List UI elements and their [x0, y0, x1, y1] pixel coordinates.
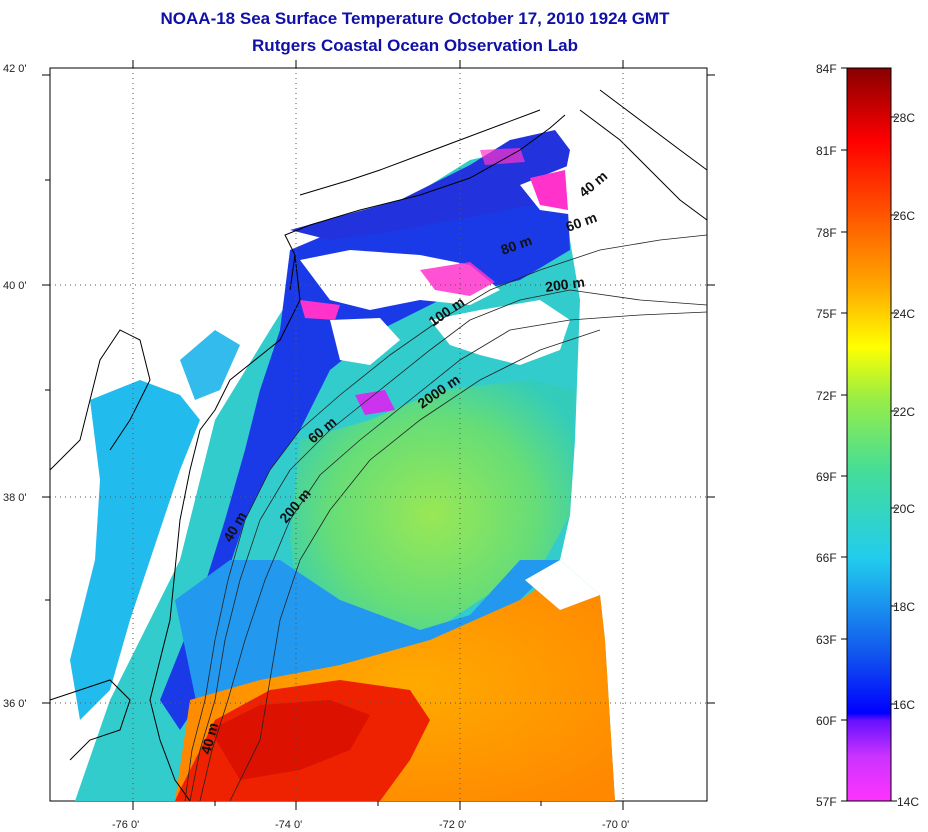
map-title-line1: NOAA-18 Sea Surface Temperature October … [160, 9, 670, 28]
lat-label: 38 0' [3, 492, 27, 504]
colorbar-c-label: 18C [893, 600, 915, 614]
axis-ticks [42, 60, 715, 810]
lon-label: -72 0' [439, 819, 466, 831]
lat-label: 42 0' [3, 63, 27, 75]
colorbar [846, 67, 892, 802]
lat-label: 40 0' [3, 280, 27, 292]
colorbar-c-label: 14C [897, 795, 919, 809]
bathymetry-contours [184, 234, 708, 802]
colorbar-f-label: 72F [816, 389, 837, 403]
colorbar-c-label: 28C [893, 111, 915, 125]
lat-label: 36 0' [3, 698, 27, 710]
colorbar-c-label: 20C [893, 502, 915, 516]
contour-label: 40 m [197, 721, 221, 756]
colorbar-f-label: 69F [816, 470, 837, 484]
colorbar-f-label: 57F [816, 795, 837, 809]
colorbar-f-label: 75F [816, 307, 837, 321]
colorbar-f-label: 81F [816, 144, 837, 158]
colorbar-f-label: 63F [816, 633, 837, 647]
coastline [49, 89, 708, 802]
colorbar-f-label: 66F [816, 551, 837, 565]
colorbar-f-label: 78F [816, 226, 837, 240]
lon-label: -74 0' [275, 819, 302, 831]
colorbar-ticks [841, 67, 897, 802]
colorbar-f-label: 60F [816, 714, 837, 728]
lon-label: -76 0' [112, 819, 139, 831]
colorbar-c-label: 16C [893, 698, 915, 712]
colorbar-c-label: 22C [893, 405, 915, 419]
contour-label: 200 m [544, 274, 586, 295]
colorbar-c-label: 26C [893, 209, 915, 223]
colorbar-c-label: 24C [893, 307, 915, 321]
graticule [50, 68, 707, 801]
lon-label: -70 0' [602, 819, 629, 831]
sst-data-layer [70, 130, 615, 801]
map-title-line2: Rutgers Coastal Ocean Observation Lab [252, 36, 578, 55]
colorbar-f-label: 84F [816, 62, 837, 76]
